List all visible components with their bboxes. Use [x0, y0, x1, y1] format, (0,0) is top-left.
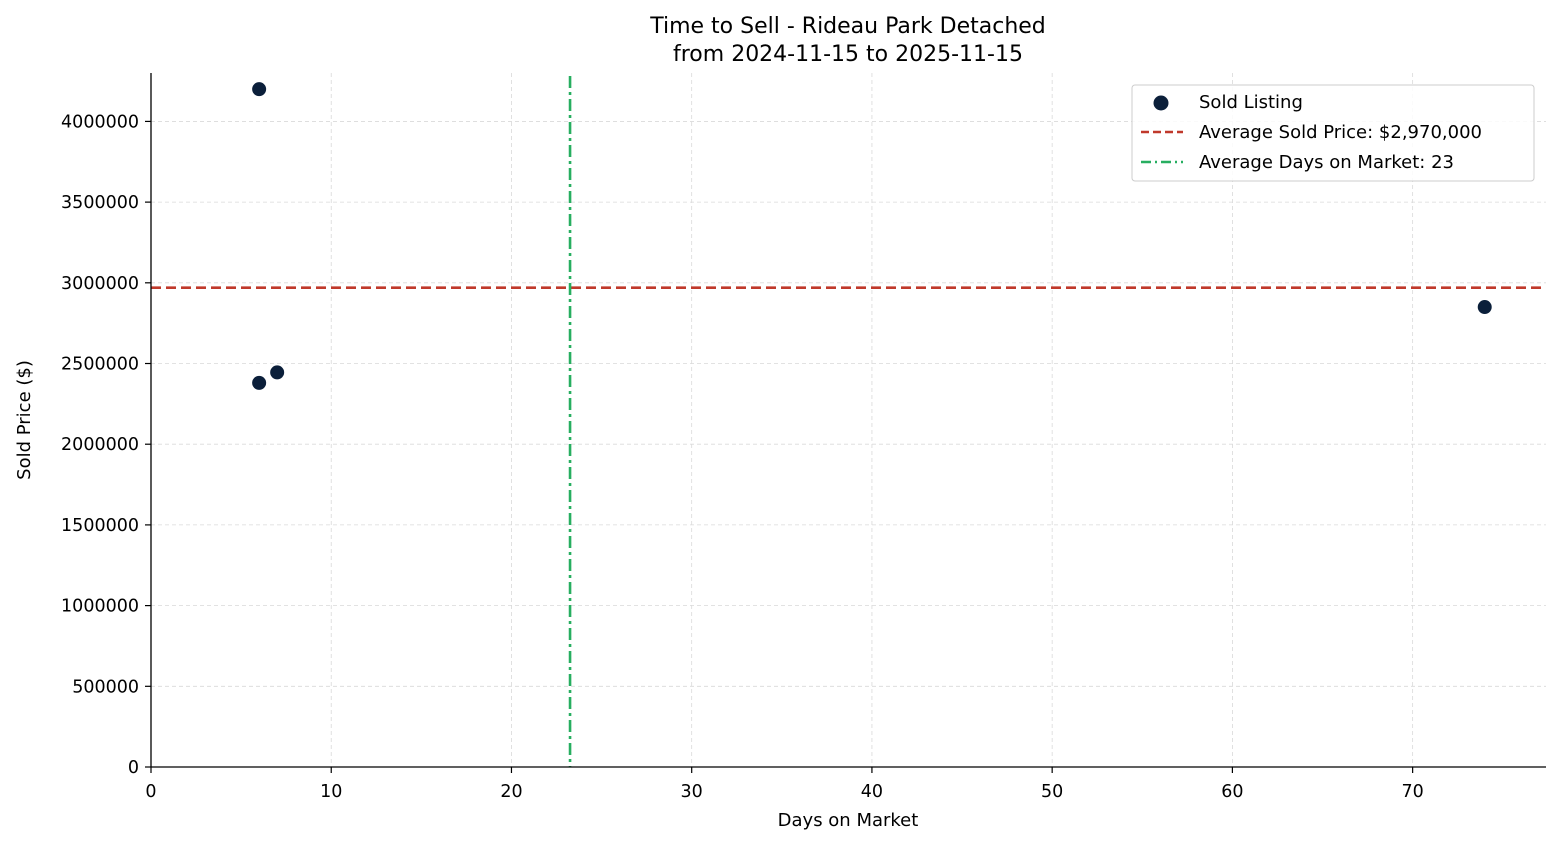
reference-lines	[151, 76, 1546, 767]
legend-label-avg-price: Average Sold Price: $2,970,000	[1199, 122, 1482, 143]
legend-label-avg-days: Average Days on Market: 23	[1199, 152, 1454, 173]
x-tick-label: 50	[1041, 782, 1063, 802]
y-tick-label: 1000000	[61, 597, 139, 617]
x-tick-label: 60	[1221, 782, 1243, 802]
x-axis-ticks: 0 10 20 30 40 50 60 70	[145, 767, 1424, 802]
x-tick-label: 30	[681, 782, 703, 802]
chart-subtitle: from 2024-11-15 to 2025-11-15	[673, 42, 1023, 67]
x-tick-label: 0	[145, 782, 156, 802]
data-points	[251, 81, 1493, 391]
y-tick-label: 4000000	[61, 112, 139, 132]
legend-label-sold-listing: Sold Listing	[1199, 92, 1303, 113]
x-axis-label: Days on Market	[778, 810, 919, 831]
y-tick-label: 3000000	[61, 274, 139, 294]
legend-marker-sold-listing	[1153, 95, 1169, 111]
y-tick-label: 1500000	[61, 516, 139, 536]
y-tick-label: 3500000	[61, 193, 139, 213]
y-tick-label: 0	[128, 758, 139, 778]
legend: Sold Listing Average Sold Price: $2,970,…	[1131, 84, 1535, 182]
y-tick-label: 2500000	[61, 355, 139, 375]
data-point	[251, 374, 268, 391]
data-point	[1476, 299, 1493, 316]
data-point	[269, 364, 286, 381]
chart-title: Time to Sell - Rideau Park Detached	[649, 14, 1046, 39]
legend-box	[1131, 84, 1535, 182]
x-tick-label: 70	[1401, 782, 1423, 802]
data-point	[251, 81, 268, 98]
y-axis-label: Sold Price ($)	[14, 360, 35, 480]
x-tick-label: 10	[320, 782, 342, 802]
y-tick-label: 2000000	[61, 435, 139, 455]
x-tick-label: 40	[861, 782, 883, 802]
y-tick-label: 500000	[72, 677, 139, 697]
x-tick-label: 20	[500, 782, 522, 802]
y-axis-ticks: 0 500000 1000000 1500000 2000000 2500000 30000…	[61, 112, 151, 778]
